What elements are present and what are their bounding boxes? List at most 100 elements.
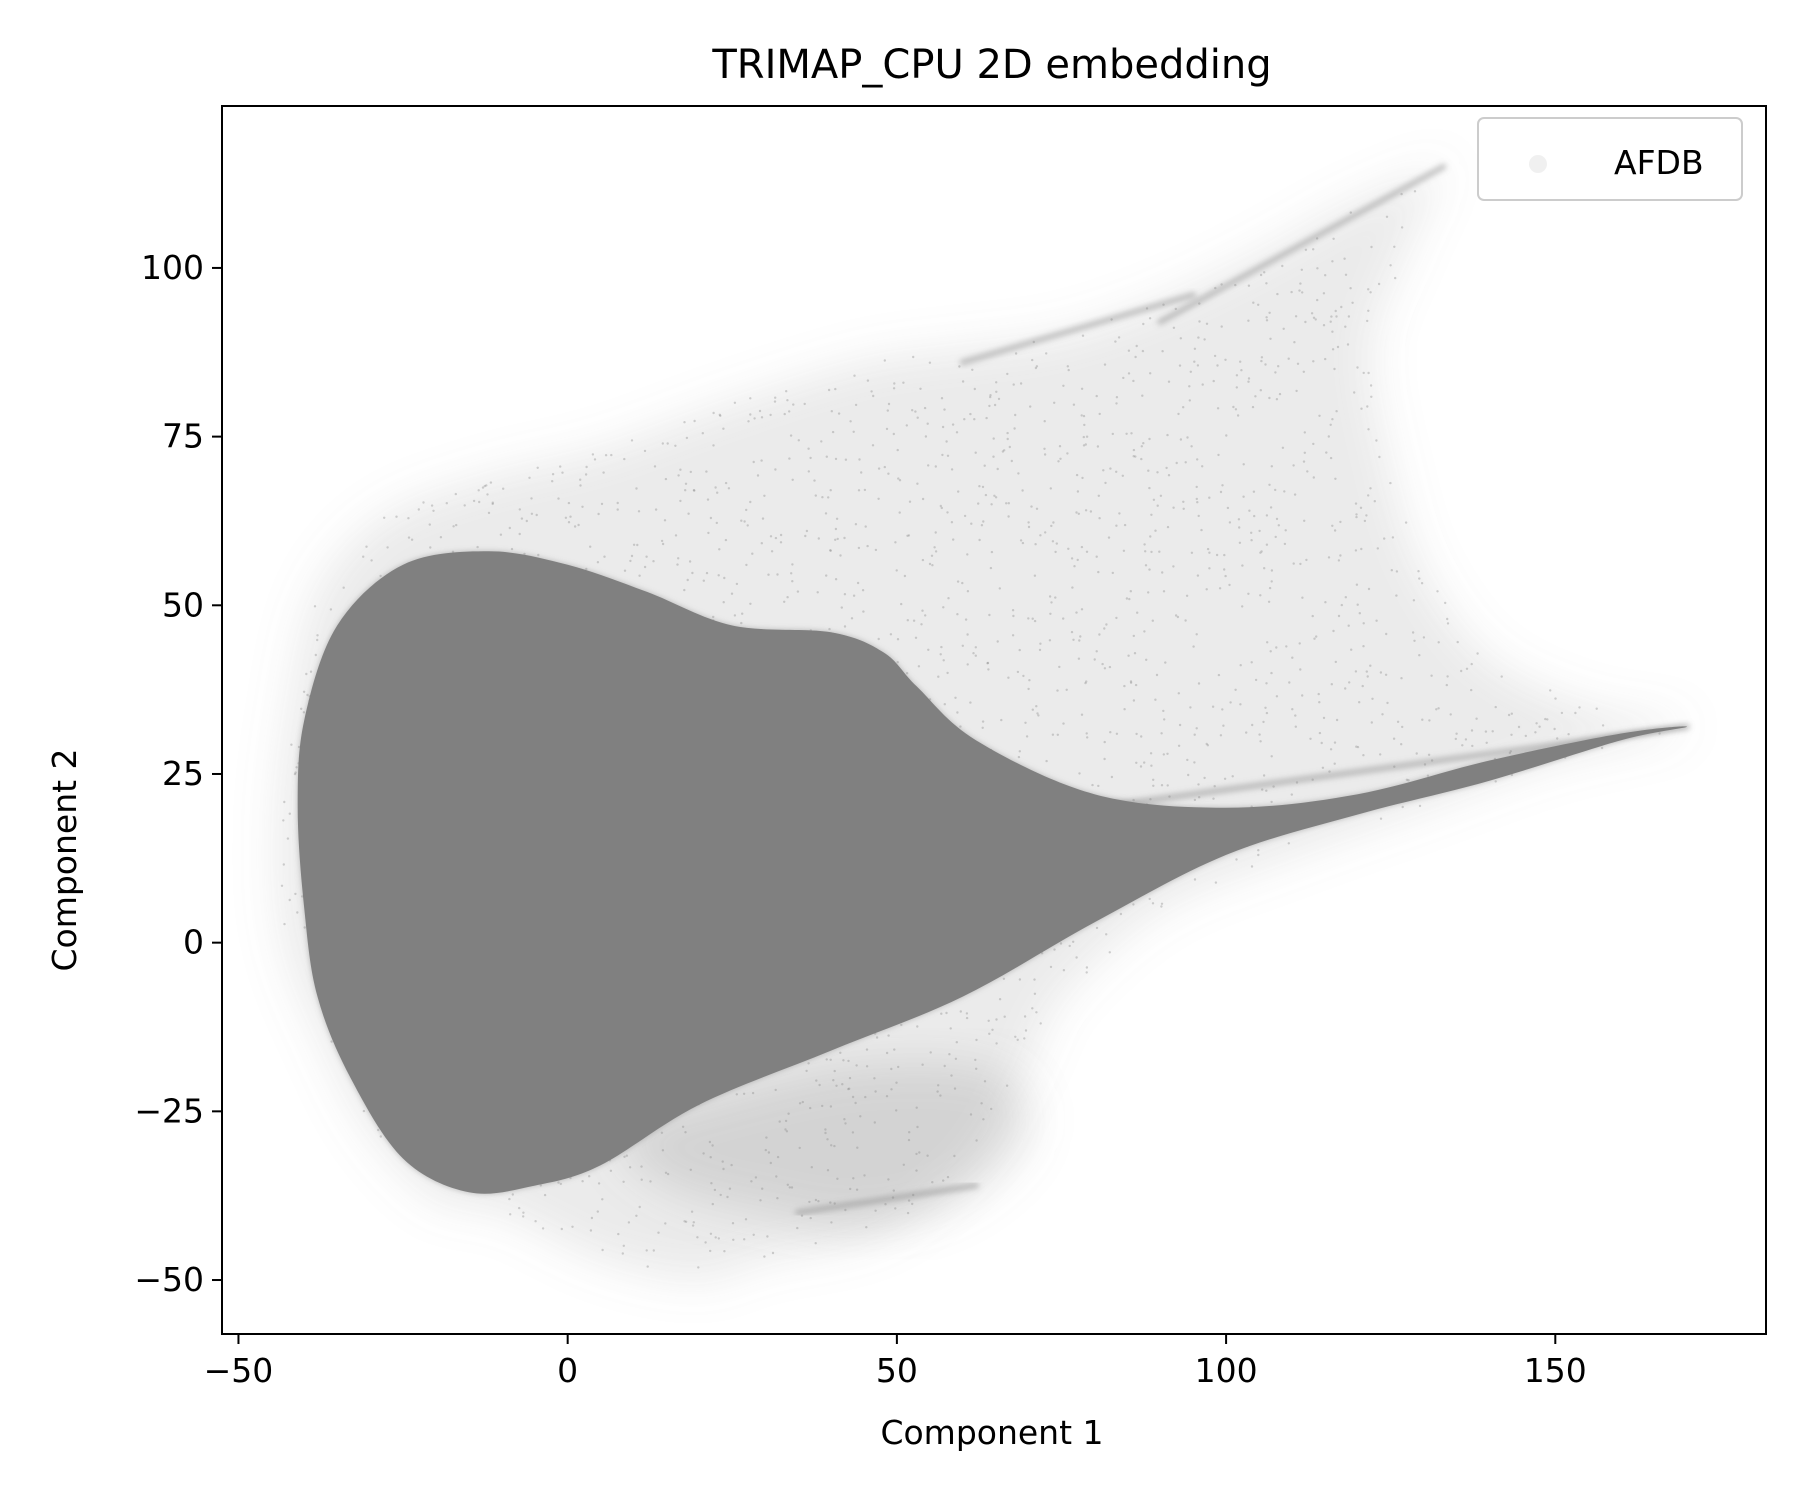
scatter-point (588, 1175, 591, 1178)
scatter-point (1395, 570, 1399, 573)
scatter-point (896, 661, 899, 664)
scatter-point (1379, 671, 1383, 674)
scatter-point (995, 1042, 998, 1045)
scatter-point (1359, 506, 1363, 509)
scatter-point (1263, 271, 1266, 274)
scatter-point (786, 399, 789, 402)
scatter-point (1048, 639, 1052, 642)
scatter-point (282, 863, 285, 866)
scatter-point (1367, 371, 1370, 375)
scatter-point (530, 512, 534, 515)
scatter-point (905, 424, 908, 427)
scatter-point (1360, 547, 1363, 551)
scatter-point (1281, 446, 1285, 449)
scatter-point (297, 745, 301, 749)
scatter-point (1179, 337, 1183, 340)
scatter-point (1162, 590, 1166, 593)
scatter-point (577, 523, 580, 527)
scatter-point (769, 413, 772, 417)
scatter-point (1143, 543, 1146, 546)
scatter-point (1035, 1011, 1038, 1014)
scatter-point (1196, 458, 1199, 461)
scatter-dense-core (297, 551, 1688, 1194)
scatter-point (993, 494, 996, 497)
scatter-point (1311, 614, 1314, 618)
scatter-point (1085, 550, 1089, 553)
scatter-point (906, 534, 909, 537)
scatter-point (1216, 407, 1220, 410)
scatter-point (1014, 1035, 1017, 1039)
scatter-point (1331, 524, 1334, 527)
scatter-point (1187, 773, 1190, 777)
scatter-point (989, 394, 992, 397)
scatter-point (705, 571, 709, 575)
scatter-point (862, 610, 865, 613)
scatter-point (995, 390, 998, 393)
scatter-point (1070, 557, 1074, 560)
scatter-point (1054, 550, 1057, 554)
scatter-point (1268, 586, 1272, 590)
scatter-point (536, 466, 539, 469)
scatter-point (1413, 639, 1416, 642)
scatter-point (1166, 433, 1169, 437)
scatter-point (996, 640, 999, 643)
scatter-point (561, 471, 564, 474)
scatter-point (1179, 438, 1183, 441)
scatter-point (971, 368, 974, 371)
scatter-point (1375, 439, 1378, 442)
scatter-point (791, 563, 794, 566)
scatter-point (724, 538, 728, 542)
scatter-point (593, 458, 597, 461)
scatter-point (831, 430, 835, 434)
scatter-point (1301, 291, 1304, 294)
scatter-point (861, 589, 865, 592)
scatter-point (1022, 674, 1025, 678)
scatter-point (756, 474, 760, 477)
scatter-point (1377, 282, 1381, 286)
scatter-point (978, 485, 981, 488)
scatter-point (1145, 658, 1148, 661)
scatter-point (834, 387, 837, 391)
scatter-point (686, 578, 689, 582)
legend-frame (1477, 117, 1743, 201)
scatter-point (1037, 714, 1040, 717)
scatter-point (791, 580, 794, 583)
scatter-point (567, 501, 571, 505)
scatter-point (852, 594, 856, 597)
scatter-point (1025, 735, 1029, 738)
scatter-point (1265, 316, 1268, 319)
scatter-point (767, 573, 770, 576)
scatter-point (1023, 1015, 1027, 1018)
scatter-point (749, 500, 752, 504)
scatter-point (679, 468, 682, 471)
scatter-point (1189, 370, 1193, 373)
scatter-point (1160, 905, 1163, 908)
scatter-point (1313, 637, 1316, 640)
scatter-point (660, 539, 664, 543)
scatter-point (986, 661, 990, 665)
scatter-point (1211, 705, 1215, 708)
scatter-point (1172, 506, 1175, 509)
scatter-point (974, 646, 977, 649)
scatter-point (1012, 614, 1015, 618)
scatter-point (410, 538, 414, 541)
scatter-point (949, 1027, 952, 1030)
scatter-point (1033, 992, 1037, 995)
scatter-point (1155, 673, 1159, 677)
scatter-point (1329, 456, 1333, 460)
scatter-point (283, 800, 286, 804)
scatter-point (1215, 553, 1219, 557)
scatter-point (477, 489, 480, 492)
scatter-point (1229, 701, 1232, 704)
scatter-point (509, 1213, 512, 1216)
scatter-point (1134, 683, 1138, 687)
scatter-point (1078, 772, 1081, 775)
scatter-point (697, 1266, 700, 1269)
scatter-point (1086, 736, 1089, 739)
scatter-point (954, 696, 957, 699)
scatter-point (560, 1227, 563, 1231)
scatter-point (1114, 340, 1117, 343)
scatter-point (760, 542, 763, 545)
scatter-point (637, 510, 641, 513)
scatter-point (964, 618, 968, 621)
